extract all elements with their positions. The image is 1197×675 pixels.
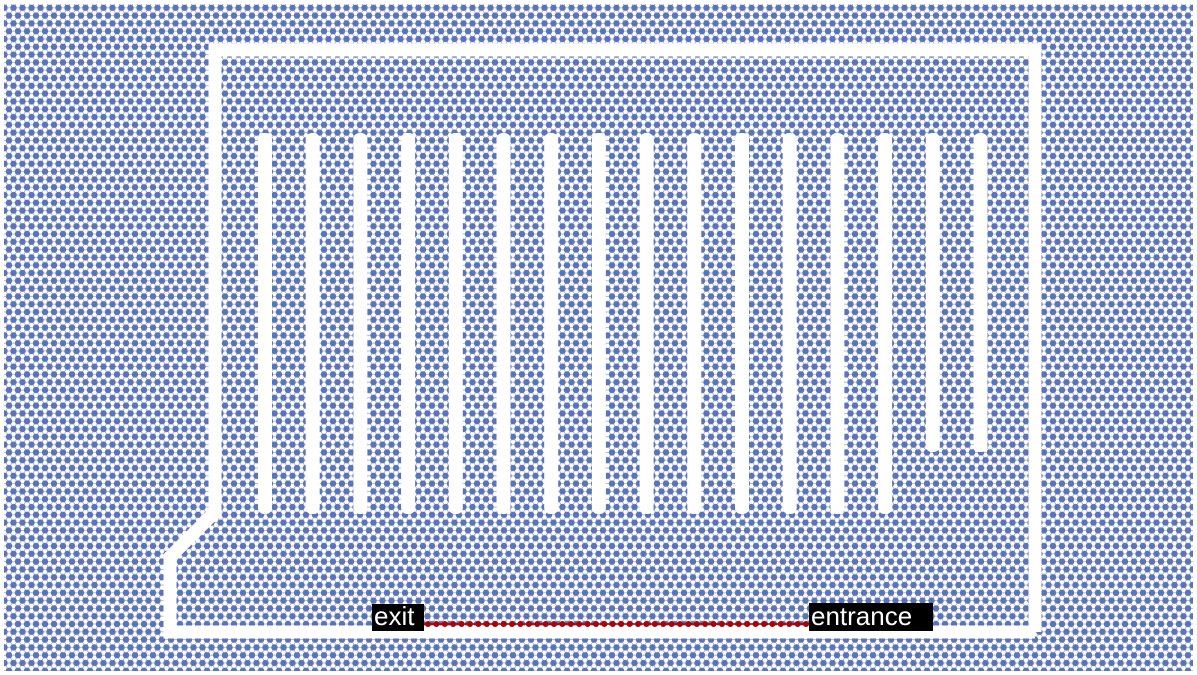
route-node xyxy=(450,621,456,627)
route-node xyxy=(669,621,675,627)
route-node xyxy=(610,621,616,627)
route-node xyxy=(736,621,742,627)
route-node xyxy=(711,621,717,627)
route-node xyxy=(559,621,565,627)
route-node xyxy=(534,621,540,627)
route-node xyxy=(459,621,465,627)
route-node xyxy=(492,621,498,627)
inner-wall xyxy=(401,133,415,514)
route-node xyxy=(803,621,809,627)
route-node xyxy=(778,621,784,627)
inner-wall xyxy=(449,133,463,514)
route-node xyxy=(585,621,591,627)
inner-wall xyxy=(592,133,606,514)
inner-wall xyxy=(830,133,844,514)
exit-label: exit xyxy=(374,601,415,631)
inner-wall xyxy=(735,133,749,514)
route-node xyxy=(635,621,641,627)
route-node xyxy=(719,621,725,627)
route-node xyxy=(702,621,708,627)
route-node xyxy=(652,621,658,627)
inner-wall xyxy=(783,133,797,514)
route-node xyxy=(509,621,515,627)
route-node xyxy=(425,621,431,627)
route-node xyxy=(761,621,767,627)
inner-wall xyxy=(640,133,654,514)
page: {"labels": {"exit": "exit", "entrance": … xyxy=(0,0,1197,675)
route-node xyxy=(475,621,481,627)
route-node xyxy=(795,621,801,627)
route-node xyxy=(618,621,624,627)
route-node xyxy=(433,621,439,627)
inner-wall xyxy=(353,133,367,514)
route-node xyxy=(543,621,549,627)
route-node xyxy=(727,621,733,627)
inner-wall xyxy=(497,133,511,514)
route-node xyxy=(501,621,507,627)
inner-wall xyxy=(544,133,558,514)
inner-wall xyxy=(878,133,892,514)
inner-wall xyxy=(306,133,320,514)
inner-wall xyxy=(258,133,272,514)
entrance-label: entrance xyxy=(811,601,912,631)
route-node xyxy=(685,621,691,627)
route-node xyxy=(677,621,683,627)
route-node xyxy=(551,621,557,627)
route-node xyxy=(627,621,633,627)
route-node xyxy=(442,621,448,627)
route-node xyxy=(467,621,473,627)
route-node xyxy=(526,621,532,627)
mesh-scene: exit entrance xyxy=(0,0,1197,675)
route-node xyxy=(694,621,700,627)
route-node xyxy=(769,621,775,627)
inner-wall xyxy=(687,133,701,514)
route-node xyxy=(568,621,574,627)
route-node xyxy=(593,621,599,627)
route-node xyxy=(576,621,582,627)
route-node xyxy=(753,621,759,627)
route-node xyxy=(786,621,792,627)
route-node xyxy=(660,621,666,627)
route-node xyxy=(601,621,607,627)
inner-wall xyxy=(974,133,988,452)
inner-wall xyxy=(926,133,940,452)
route-node xyxy=(744,621,750,627)
route-node xyxy=(517,621,523,627)
route-node xyxy=(484,621,490,627)
route-node xyxy=(643,621,649,627)
